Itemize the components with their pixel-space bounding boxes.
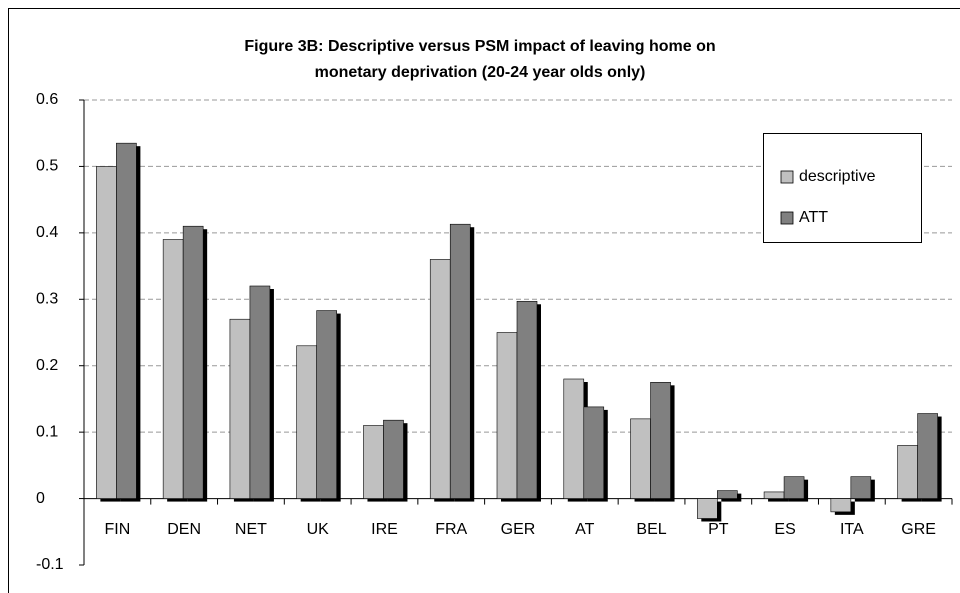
bar xyxy=(316,310,337,499)
x-tick-label: ITA xyxy=(840,521,864,538)
y-tick-label: 0 xyxy=(36,490,45,507)
bar xyxy=(697,498,718,519)
bar xyxy=(650,382,671,499)
y-tick-label: 0.5 xyxy=(36,158,58,175)
x-tick-label: GRE xyxy=(901,521,936,538)
x-tick-label: NET xyxy=(235,521,267,538)
bar xyxy=(383,419,404,499)
legend-swatch xyxy=(780,170,794,184)
bar xyxy=(162,239,184,499)
x-tick-label: AT xyxy=(575,521,594,538)
x-tick-label: FIN xyxy=(104,521,130,538)
legend-label: ATT xyxy=(799,209,828,226)
x-tick-label: ES xyxy=(774,521,795,538)
bar xyxy=(449,223,471,499)
x-tick-label: IRE xyxy=(371,521,398,538)
bar xyxy=(249,285,271,499)
y-tick-label: 0.2 xyxy=(36,357,58,374)
bar xyxy=(96,166,117,499)
x-tick-label: DEN xyxy=(167,521,201,538)
bar xyxy=(830,498,852,513)
bar xyxy=(917,413,938,499)
bar xyxy=(296,345,317,499)
bar xyxy=(630,418,651,499)
x-tick-label: UK xyxy=(307,521,330,538)
legend-box xyxy=(763,133,922,243)
x-tick-label: BEL xyxy=(636,521,666,538)
bar xyxy=(897,445,918,499)
bar xyxy=(363,425,384,499)
bar xyxy=(563,378,585,499)
bar xyxy=(116,142,137,499)
bar xyxy=(783,476,805,499)
chart-title: monetary deprivation (20-24 year olds on… xyxy=(315,64,646,81)
x-tick-label: FRA xyxy=(435,521,467,538)
chart-border xyxy=(8,8,960,593)
bar xyxy=(763,491,785,499)
x-tick-label: PT xyxy=(708,521,729,538)
y-tick-label: 0.4 xyxy=(36,224,58,241)
bar xyxy=(182,225,204,499)
bar xyxy=(429,259,451,499)
bar xyxy=(583,406,605,499)
y-tick-label: 0.1 xyxy=(36,423,58,440)
bar xyxy=(229,318,251,499)
x-tick-label: GER xyxy=(501,521,536,538)
y-tick-label: 0.3 xyxy=(36,291,58,308)
y-tick-label: -0.1 xyxy=(36,556,64,573)
y-tick-label: 0.6 xyxy=(36,91,58,108)
legend-label: descriptive xyxy=(799,168,876,185)
legend-swatch xyxy=(780,211,794,225)
chart-title: Figure 3B: Descriptive versus PSM impact… xyxy=(244,38,715,55)
bar xyxy=(516,300,538,499)
bar xyxy=(496,332,518,499)
bar xyxy=(717,490,738,499)
bar xyxy=(850,476,872,499)
